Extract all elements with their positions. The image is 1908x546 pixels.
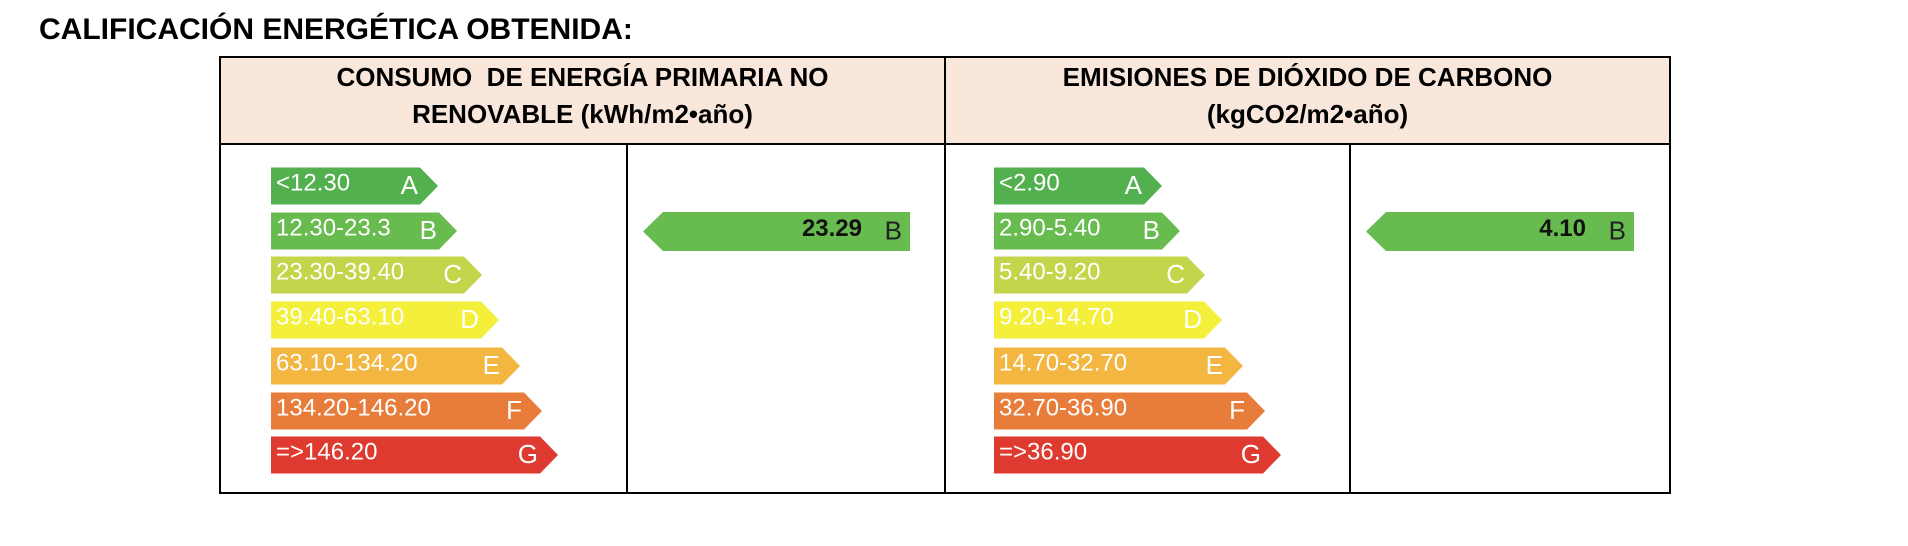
result-arrow — [643, 212, 910, 251]
rating-bar — [994, 256, 1205, 294]
rating-letter: C — [1166, 259, 1185, 289]
rating-range: 12.30-23.3 — [276, 214, 391, 241]
header-cell — [944, 56, 1671, 145]
rating-range: 2.90-5.40 — [999, 214, 1100, 241]
rating-bar — [994, 436, 1281, 474]
rating-letter: C — [443, 259, 462, 289]
rating-bar — [271, 392, 542, 430]
rating-range: =>36.90 — [999, 438, 1087, 465]
result-value: 23.29 — [802, 215, 862, 242]
rating-range: 39.40-63.10 — [276, 303, 404, 330]
rating-letter: B — [1143, 215, 1160, 245]
rating-letter: G — [1241, 439, 1261, 469]
rating-bar — [994, 301, 1222, 339]
result-value: 4.10 — [1539, 215, 1586, 242]
header-cell — [219, 56, 946, 145]
rating-bar — [994, 392, 1265, 430]
rating-range: 9.20-14.70 — [999, 303, 1114, 330]
rating-letter: B — [420, 215, 437, 245]
result-arrow — [1366, 212, 1634, 251]
rating-range: 32.70-36.90 — [999, 394, 1127, 421]
rating-letter: G — [518, 439, 538, 469]
rating-bar — [994, 347, 1243, 385]
rating-range: 14.70-32.70 — [999, 349, 1127, 376]
rating-range: <2.90 — [999, 169, 1060, 196]
header-text: CONSUMO DE ENERGÍA PRIMARIA NO — [336, 62, 828, 92]
rating-bar — [271, 256, 482, 294]
rating-bar — [271, 212, 457, 250]
rating-range: <12.30 — [276, 169, 350, 196]
rating-bar — [994, 212, 1180, 250]
rating-letter: E — [483, 350, 500, 380]
rating-range: 63.10-134.20 — [276, 349, 417, 376]
rating-range: 5.40-9.20 — [999, 258, 1100, 285]
rating-bar — [994, 167, 1162, 205]
rating-bar — [271, 301, 499, 339]
result-letter: B — [885, 215, 902, 245]
rating-letter: E — [1206, 350, 1223, 380]
body-cell — [944, 143, 1671, 494]
header-text: EMISIONES DE DIÓXIDO DE CARBONO — [1063, 62, 1553, 92]
rating-letter: F — [1229, 395, 1245, 425]
rating-letter: A — [401, 170, 419, 200]
header-text: (kgCO2/m2•año) — [1207, 99, 1408, 129]
rating-letter: D — [1183, 304, 1202, 334]
rating-letter: A — [1125, 170, 1143, 200]
rating-range: 23.30-39.40 — [276, 258, 404, 285]
rating-range: =>146.20 — [276, 438, 377, 465]
header-text: RENOVABLE (kWh/m2•año) — [412, 99, 753, 129]
rating-range: 134.20-146.20 — [276, 394, 431, 421]
rating-bar — [271, 347, 520, 385]
rating-bar — [271, 167, 438, 205]
rating-bar — [271, 436, 558, 474]
rating-letter: F — [506, 395, 522, 425]
rating-letter: D — [460, 304, 479, 334]
page-title: CALIFICACIÓN ENERGÉTICA OBTENIDA: — [39, 12, 633, 46]
result-letter: B — [1609, 215, 1626, 245]
